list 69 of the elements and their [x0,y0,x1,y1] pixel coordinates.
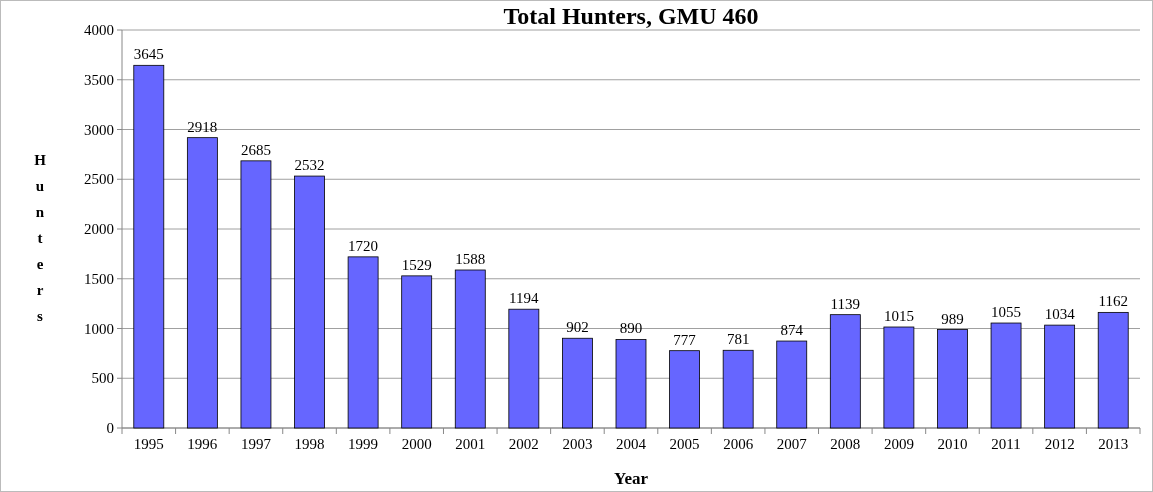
y-tick-label: 0 [106,420,114,436]
x-tick-label: 1999 [348,436,379,452]
x-tick-label: 2007 [776,436,808,452]
data-label: 781 [726,331,750,348]
data-label: 1055 [991,304,1022,321]
data-label: 902 [566,319,589,336]
data-label: 1162 [1098,293,1128,310]
x-tick-label: 2013 [1098,436,1129,452]
y-tick-label: 500 [91,370,114,387]
x-tick-label: 2003 [562,436,593,452]
x-tick-label: 2004 [616,436,647,452]
data-label: 1139 [830,295,861,312]
bar [454,269,486,429]
bar [186,137,218,429]
data-label: 777 [673,331,697,348]
x-tick-label: 2011 [991,436,1021,452]
x-tick-label: 2001 [455,436,486,452]
data-label: 890 [619,320,643,337]
data-label: 1194 [509,290,540,307]
x-tick-label: 2008 [830,436,861,452]
x-tick-label: 2002 [508,436,539,452]
y-tick-label: 3000 [84,121,114,138]
bar [401,275,433,429]
bar [776,340,808,429]
bar [990,322,1022,429]
x-tick-label: 2010 [937,436,968,452]
data-label: 1720 [348,237,379,254]
bar [937,329,968,429]
x-tick-label: 2005 [669,436,700,452]
data-label: 3645 [133,46,164,63]
y-axis-title: Hunters [34,152,47,324]
data-label: 1588 [455,250,486,267]
bar [240,160,272,429]
bar [562,337,593,429]
bar [347,256,379,429]
x-tick-label: 1996 [187,436,218,452]
data-label: 1529 [401,256,432,273]
y-tick-label: 2500 [84,171,114,188]
data-label: 2532 [294,157,325,174]
x-axis-title: Year [614,469,649,488]
bar [615,339,647,429]
data-label: 874 [780,322,804,339]
data-label: 989 [941,310,964,327]
x-tick-label: 1997 [240,436,272,452]
x-tick-label: 1995 [133,436,164,452]
data-label: 2918 [187,118,218,135]
x-tick-label: 2012 [1044,436,1075,452]
chart-title: Total Hunters, GMU 460 [503,3,759,29]
x-tick-label: 2000 [401,436,432,452]
y-tick-label: 2000 [84,221,114,237]
data-label: 1015 [883,308,914,325]
bar [1097,311,1129,429]
bar [133,64,165,429]
bar [883,326,915,429]
x-tick-label: 2009 [883,436,914,452]
y-tick-label: 3500 [84,71,114,88]
data-label: 1034 [1044,306,1076,323]
bar [508,308,540,429]
bar [829,314,861,429]
data-label: 2685 [240,141,271,158]
y-tick-label: 1500 [84,270,114,287]
bar [1044,324,1076,429]
x-tick-label: 1998 [294,436,325,452]
bar [669,350,700,429]
y-tick-label: 4000 [84,22,114,38]
bar [294,175,325,429]
bar [722,349,754,429]
x-tick-label: 2006 [723,436,754,452]
y-tick-label: 1000 [84,320,114,337]
